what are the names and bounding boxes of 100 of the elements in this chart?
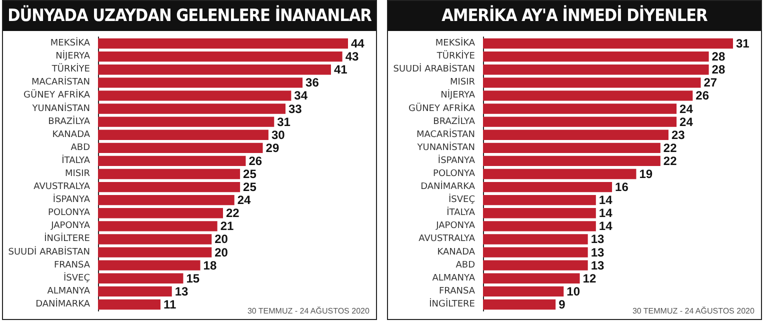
bar	[483, 234, 588, 244]
y-tick-label: GÜNEY AFRİKA	[408, 102, 476, 114]
chart-title: AMERİKA AY'A İNMEDİ DİYENLER	[388, 1, 761, 31]
y-tick-label: BRAZİLYA	[433, 114, 476, 127]
bar	[98, 234, 212, 244]
y-tick-label: İSVEÇ	[64, 271, 90, 284]
y-tick-label: MACARİSTAN	[31, 76, 90, 88]
y-tick-label: KANADA	[437, 247, 476, 258]
bar	[483, 273, 580, 284]
data-label: 10	[566, 284, 580, 298]
bar	[483, 51, 709, 62]
y-tick-label: ALMANYA	[47, 286, 91, 296]
data-label: 14	[598, 206, 613, 220]
data-label: 20	[214, 232, 228, 246]
y-tick-label: SUUDİ ARABİSTAN	[393, 62, 475, 75]
bar	[98, 221, 218, 232]
bar	[98, 182, 240, 192]
y-tick-label: NİJERYA	[56, 50, 91, 62]
bar	[483, 208, 596, 218]
y-tick-label: JAPONYA	[50, 221, 91, 232]
data-label: 20	[214, 245, 228, 260]
data-label: 36	[306, 76, 320, 90]
bar	[483, 182, 612, 192]
bar	[98, 78, 303, 88]
y-tick-label: POLONYA	[433, 169, 476, 179]
annotation: 30 TEMMUZ - 24 AĞUSTOS 2020	[632, 306, 755, 316]
bar	[98, 64, 331, 75]
bar	[98, 247, 212, 258]
data-label: 41	[334, 62, 348, 77]
y-tick-label: SUUDİ ARABİSTAN	[8, 245, 90, 258]
bar	[483, 78, 701, 88]
bar	[483, 116, 677, 127]
bar	[483, 90, 693, 101]
data-label: 21	[220, 219, 234, 234]
y-tick-label: MEKSİKA	[435, 36, 476, 49]
data-label: 22	[663, 140, 678, 155]
y-tick-label: İTALYA	[62, 154, 91, 166]
data-label: 24	[680, 114, 694, 129]
y-tick-label: AVUSTRALYA	[418, 234, 476, 244]
data-label: 11	[164, 297, 177, 312]
bar	[98, 142, 263, 153]
bar	[483, 286, 564, 297]
data-label: 24	[680, 102, 694, 116]
data-label: 22	[663, 154, 678, 168]
bar	[483, 64, 709, 75]
data-label: 14	[598, 193, 613, 208]
y-tick-label: İSVEÇ	[448, 193, 475, 206]
y-tick-label: İNGİLTERE	[44, 232, 90, 244]
data-label: 9	[558, 297, 566, 312]
bar	[483, 104, 677, 114]
bar	[98, 286, 172, 297]
bar	[98, 90, 292, 101]
y-tick-label: JAPONYA	[435, 221, 476, 232]
bar	[483, 195, 596, 206]
data-label: 18	[203, 258, 217, 272]
bar	[98, 156, 246, 166]
annotation: 30 TEMMUZ - 24 AĞUSTOS 2020	[247, 306, 370, 316]
bar	[98, 273, 184, 284]
bar	[98, 299, 160, 310]
y-tick-label: YUNANİSTAN	[31, 102, 90, 114]
data-label: 28	[712, 50, 726, 64]
data-label: 29	[266, 140, 280, 155]
y-tick-label: NİJERYA	[440, 88, 476, 101]
y-tick-label: TÜRKİYE	[50, 62, 90, 75]
bar	[483, 156, 660, 166]
bar	[483, 142, 660, 153]
chart-title: DÜNYADA UZAYDAN GELENLERE İNANANLAR	[3, 1, 376, 31]
data-label: 28	[712, 62, 726, 77]
y-tick-label: POLONYA	[48, 208, 91, 218]
y-tick-label: İSPANYA	[438, 154, 476, 166]
data-label: 33	[288, 102, 302, 116]
data-label: 44	[351, 36, 365, 51]
y-tick-label: ABD	[70, 142, 90, 153]
data-label: 30	[271, 128, 286, 142]
y-tick-label: KANADA	[52, 130, 91, 140]
bar	[483, 130, 668, 140]
y-tick-label: ALMANYA	[432, 273, 476, 284]
bar	[483, 299, 556, 310]
bar	[98, 168, 240, 180]
bar	[98, 130, 268, 140]
y-tick-label: BRAZİLYA	[48, 114, 91, 127]
data-label: 34	[294, 88, 308, 103]
bar	[98, 116, 274, 127]
bar	[98, 208, 223, 218]
data-label: 25	[243, 180, 257, 194]
data-label: 27	[704, 76, 718, 90]
data-label: 19	[639, 167, 653, 181]
y-tick-label: MISIR	[450, 78, 475, 88]
data-label: 25	[243, 167, 257, 181]
y-tick-label: TÜRKİYE	[436, 50, 476, 62]
bar	[483, 168, 636, 180]
y-tick-label: MEKSİKA	[50, 36, 91, 49]
bar	[98, 195, 234, 206]
data-label: 26	[248, 154, 262, 168]
y-tick-label: DANİMARKA	[420, 180, 476, 192]
data-label: 12	[582, 271, 596, 286]
data-label: 24	[237, 193, 252, 208]
y-tick-label: DANİMARKA	[36, 297, 91, 310]
y-tick-label: GÜNEY AFRİKA	[24, 88, 91, 101]
bar	[483, 247, 588, 258]
